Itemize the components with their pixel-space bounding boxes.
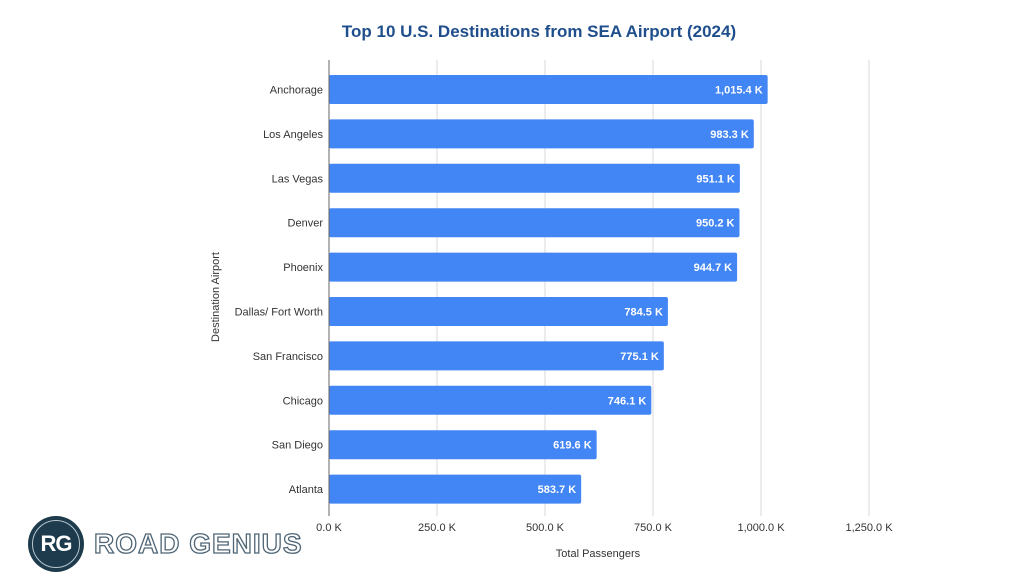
x-tick-label: 250.0 K [418, 522, 457, 534]
category-label: Anchorage [270, 85, 323, 97]
x-tick-labels: 0.0 K 250.0 K 500.0 K 750.0 K 1,000.0 K 1,250… [316, 522, 893, 534]
category-labels: Anchorage Los Angeles Las Vegas Denver Phoen… [235, 85, 324, 497]
category-label: San Francisco [253, 351, 323, 363]
bar [329, 119, 754, 149]
bar [329, 252, 738, 282]
bar [329, 430, 597, 460]
x-tick-label: 0.0 K [316, 522, 342, 534]
bar-value-label: 583.7 K [538, 484, 577, 496]
logo-initials: RG [40, 531, 73, 556]
bar [329, 208, 740, 238]
x-tick-label: 1,000.0 K [737, 522, 785, 534]
bar-value-label: 746.1 K [608, 395, 647, 407]
bar [329, 341, 664, 371]
bar [329, 297, 668, 326]
category-label: Chicago [283, 395, 323, 407]
category-label: Denver [288, 218, 324, 230]
chart-title: Top 10 U.S. Destinations from SEA Airpor… [342, 22, 736, 41]
category-label: Los Angeles [263, 129, 323, 141]
bars: 1,015.4 K 983.3 K 951.1 K 950.2 K 944.7 K 784… [329, 75, 768, 504]
y-axis-label: Destination Airport [210, 252, 222, 342]
category-label: Phoenix [283, 262, 323, 274]
x-tick-label: 1,250.0 K [845, 522, 893, 534]
bar [329, 474, 582, 504]
road-genius-logo: RG ROAD GENIUS [28, 514, 303, 574]
bar-value-label: 951.1 K [696, 173, 735, 185]
bar [329, 385, 652, 415]
category-label: San Diego [272, 440, 323, 452]
x-axis-label: Total Passengers [556, 548, 641, 560]
bar [329, 75, 768, 104]
bar-value-label: 619.6 K [553, 440, 592, 452]
bar-value-label: 950.2 K [696, 218, 735, 230]
bar-value-label: 775.1 K [620, 351, 659, 363]
bar-value-label: 784.5 K [624, 307, 663, 319]
logo-badge: RG [28, 516, 84, 572]
x-tick-label: 750.0 K [634, 522, 673, 534]
x-tick-label: 500.0 K [526, 522, 565, 534]
bar [329, 163, 740, 193]
bar-value-label: 944.7 K [694, 262, 733, 274]
logo-text: ROAD GENIUS [93, 527, 303, 559]
bar-value-label: 1,015.4 K [715, 85, 763, 97]
category-label: Las Vegas [272, 173, 324, 185]
category-label: Dallas/ Fort Worth [235, 307, 323, 319]
category-label: Atlanta [289, 484, 324, 496]
bar-value-label: 983.3 K [710, 129, 749, 141]
